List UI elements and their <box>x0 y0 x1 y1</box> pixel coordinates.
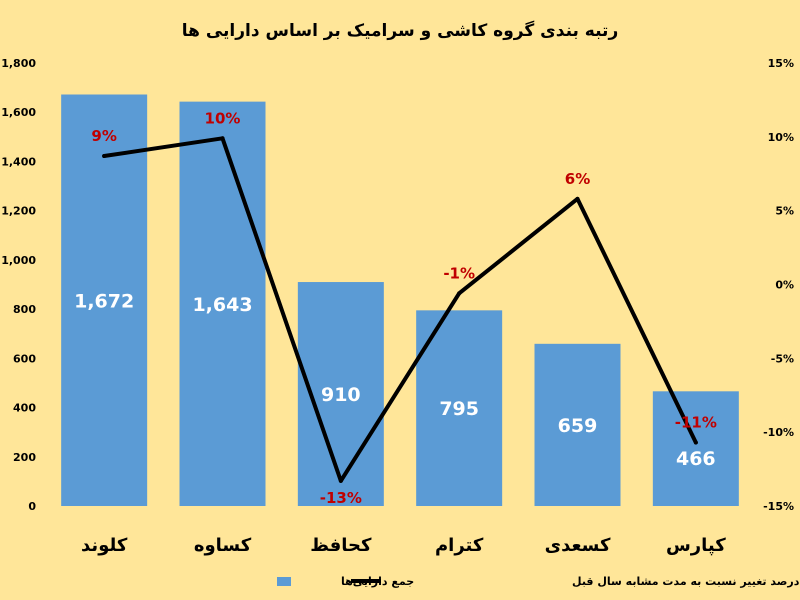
line-point <box>102 154 107 159</box>
line-point <box>575 196 580 201</box>
line-value-label: 6% <box>565 170 590 188</box>
left-axis-tick-label: 1,600 <box>1 106 36 119</box>
bar-value-label: 910 <box>321 384 361 406</box>
left-axis-tick-label: 1,000 <box>1 254 36 267</box>
right-axis-tick-label: -15% <box>763 500 794 513</box>
bar-value-label: 659 <box>558 415 598 437</box>
left-axis-tick-label: 1,800 <box>1 57 36 70</box>
line-path <box>102 136 698 483</box>
line-value-label: 9% <box>91 127 116 145</box>
bar-value-label: 1,672 <box>74 290 134 312</box>
chart-title: رتبه بندی گروه کاشی و سرامیک بر اساس دار… <box>182 20 618 41</box>
line-value-label: -13% <box>320 489 362 507</box>
category-label: کلوند <box>81 535 128 556</box>
right-axis-tick-label: 10% <box>768 131 794 144</box>
category-label: کسعدی <box>545 535 611 556</box>
bar-value-label: 795 <box>439 398 479 420</box>
category-label: کترام <box>435 535 484 556</box>
line-value-label: 10% <box>205 109 241 127</box>
bar <box>416 310 503 506</box>
left-axis-tick-label: 0 <box>28 500 36 513</box>
bar <box>652 391 739 506</box>
line-point <box>220 136 225 141</box>
line-series <box>102 136 698 483</box>
line-point <box>457 291 462 296</box>
right-axis-tick-label: -10% <box>763 426 794 439</box>
left-axis-tick-label: 1,200 <box>1 205 36 218</box>
bar-series <box>61 94 739 507</box>
left-axis-tick-label: 400 <box>13 402 36 415</box>
line-value-label: -1% <box>443 264 475 282</box>
bar-data-labels: 1,672 1,643 910 795 659 466 <box>74 290 716 470</box>
bar <box>179 101 266 507</box>
category-label: کپارس <box>666 535 726 556</box>
legend-bar-swatch <box>277 577 291 586</box>
line-point <box>338 478 343 483</box>
bar <box>61 94 148 506</box>
bar-value-label: 466 <box>676 448 716 470</box>
category-label: کساوه <box>194 535 252 556</box>
line-data-labels: 9% 10% -13% -1% 6% -11% <box>91 109 716 507</box>
bar <box>534 343 621 506</box>
legend-line-label: درصد تغییر نسبت به مدت مشابه سال قبل <box>572 575 800 588</box>
right-axis-tick-label: 15% <box>768 57 794 70</box>
bar-value-label: 1,643 <box>192 294 252 316</box>
line-point <box>693 440 698 445</box>
category-axis: کلوند کساوه کحافظ کترام کسعدی کپارس <box>81 535 726 556</box>
right-axis-tick-label: 5% <box>775 205 794 218</box>
left-axis: 0 200 400 600 800 1,000 1,200 1,400 1,600 1,800 <box>1 57 36 513</box>
legend: جمع دارایی‌ها درصد تغییر نسبت به مدت مشا… <box>277 575 800 588</box>
left-axis-tick-label: 200 <box>13 451 36 464</box>
right-axis-tick-label: 0% <box>775 279 794 292</box>
right-axis-tick-label: -5% <box>771 352 794 365</box>
left-axis-tick-label: 1,400 <box>1 155 36 168</box>
left-axis-tick-label: 600 <box>13 352 36 365</box>
line-value-label: -11% <box>675 414 717 432</box>
right-axis: -15% -10% -5% 0% 5% 10% 15% <box>763 57 794 513</box>
category-label: کحافظ <box>310 535 372 556</box>
left-axis-tick-label: 800 <box>13 303 36 316</box>
